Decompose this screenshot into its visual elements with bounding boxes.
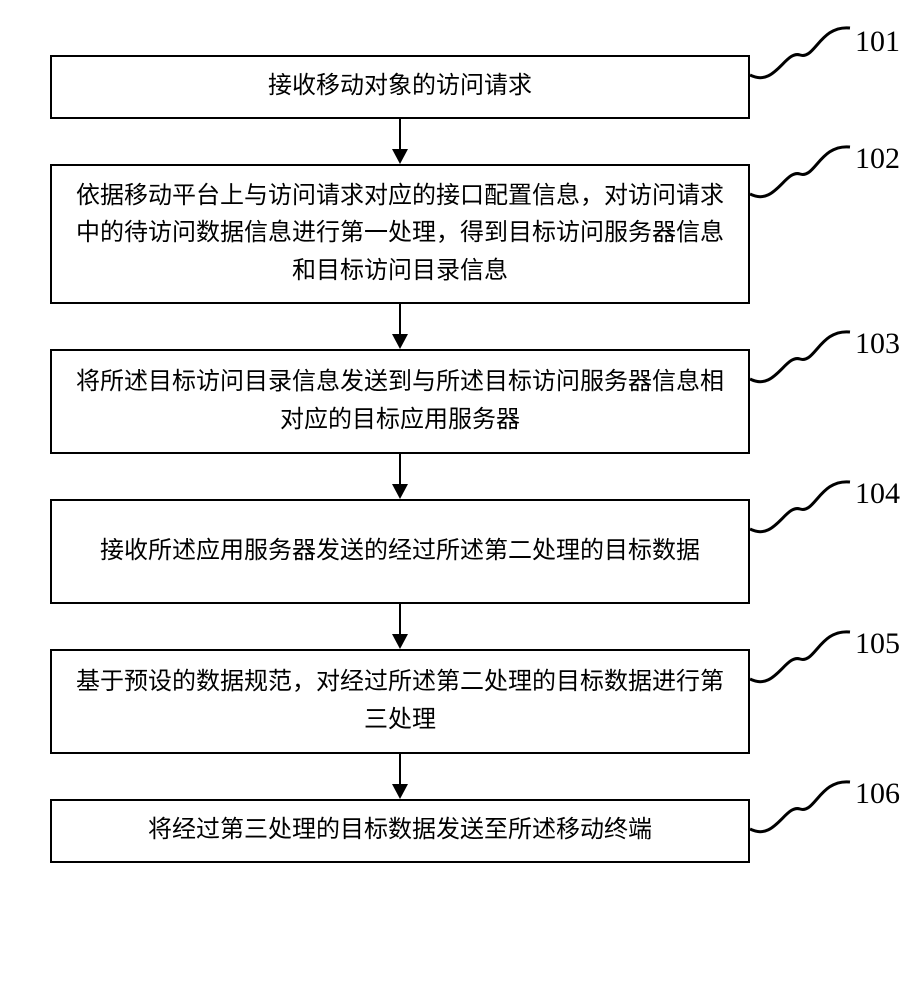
- step-101-wrap: 101 接收移动对象的访问请求: [50, 55, 850, 119]
- step-text-101: 接收移动对象的访问请求: [268, 68, 532, 105]
- step-text-105: 基于预设的数据规范，对经过所述第二处理的目标数据进行第三处理: [74, 664, 726, 738]
- step-text-103: 将所述目标访问目录信息发送到与所述目标访问服务器信息相对应的目标应用服务器: [74, 364, 726, 438]
- arrow-104-105: [50, 604, 750, 649]
- step-text-106: 将经过第三处理的目标数据发送至所述移动终端: [148, 812, 652, 849]
- step-box-101: 接收移动对象的访问请求: [50, 55, 750, 119]
- step-box-105: 基于预设的数据规范，对经过所述第二处理的目标数据进行第三处理: [50, 649, 750, 754]
- step-label-104: 104: [855, 477, 900, 511]
- step-104-wrap: 104 接收所述应用服务器发送的经过所述第二处理的目标数据: [50, 499, 850, 604]
- step-106-wrap: 106 将经过第三处理的目标数据发送至所述移动终端: [50, 799, 850, 863]
- step-label-103: 103: [855, 327, 900, 361]
- step-105-wrap: 105 基于预设的数据规范，对经过所述第二处理的目标数据进行第三处理: [50, 649, 850, 754]
- callout-curve-101: [750, 20, 852, 90]
- step-102-wrap: 102 依据移动平台上与访问请求对应的接口配置信息，对访问请求中的待访问数据信息…: [50, 164, 850, 304]
- step-box-104: 接收所述应用服务器发送的经过所述第二处理的目标数据: [50, 499, 750, 604]
- step-box-102: 依据移动平台上与访问请求对应的接口配置信息，对访问请求中的待访问数据信息进行第一…: [50, 164, 750, 304]
- step-label-106: 106: [855, 777, 900, 811]
- arrow-101-102: [50, 119, 750, 164]
- step-box-103: 将所述目标访问目录信息发送到与所述目标访问服务器信息相对应的目标应用服务器: [50, 349, 750, 454]
- arrow-102-103: [50, 304, 750, 349]
- step-label-101: 101: [855, 25, 900, 59]
- arrow-103-104: [50, 454, 750, 499]
- callout-curve-104: [750, 474, 852, 544]
- step-text-104: 接收所述应用服务器发送的经过所述第二处理的目标数据: [100, 533, 700, 570]
- step-label-105: 105: [855, 627, 900, 661]
- flowchart-container: 101 接收移动对象的访问请求 102 依据移动平台上与访问请求对应的接口配置信…: [50, 55, 850, 863]
- callout-curve-106: [750, 774, 852, 844]
- step-103-wrap: 103 将所述目标访问目录信息发送到与所述目标访问服务器信息相对应的目标应用服务…: [50, 349, 850, 454]
- step-label-102: 102: [855, 142, 900, 176]
- callout-curve-102: [750, 139, 852, 209]
- callout-curve-105: [750, 624, 852, 694]
- callout-curve-103: [750, 324, 852, 394]
- step-text-102: 依据移动平台上与访问请求对应的接口配置信息，对访问请求中的待访问数据信息进行第一…: [74, 178, 726, 290]
- step-box-106: 将经过第三处理的目标数据发送至所述移动终端: [50, 799, 750, 863]
- arrow-105-106: [50, 754, 750, 799]
